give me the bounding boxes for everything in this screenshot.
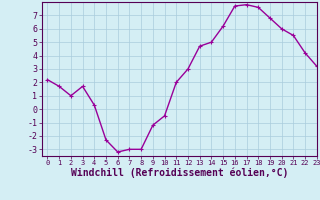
- X-axis label: Windchill (Refroidissement éolien,°C): Windchill (Refroidissement éolien,°C): [70, 168, 288, 178]
